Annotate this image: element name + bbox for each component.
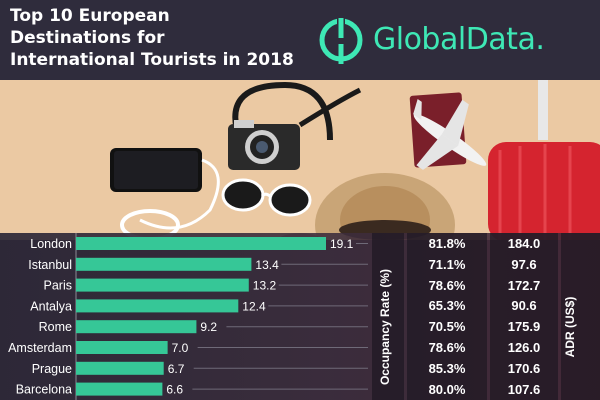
adr-cell: 175.9: [507, 319, 541, 335]
travel-items-photo: [0, 80, 600, 240]
category-label: Antalya: [30, 299, 72, 313]
adr-cell: 172.7: [507, 277, 541, 293]
bar: [76, 361, 164, 375]
category-label: London: [30, 237, 72, 251]
adr-cell: 90.6: [511, 298, 537, 314]
adr-column: [490, 233, 558, 400]
data-label: 6.6: [166, 383, 183, 397]
brand-name: GlobalData.: [373, 22, 545, 57]
data-label: 9.2: [200, 320, 217, 334]
adr-cell: 184.0: [507, 236, 541, 251]
category-label: Istanbul: [28, 258, 72, 272]
title-line-2: Destinations for: [10, 28, 165, 48]
globaldata-logo: GlobalData.: [313, 12, 593, 68]
adr-label-column: [561, 233, 600, 400]
adr-cell: 97.6: [511, 256, 537, 272]
bar: [76, 382, 163, 396]
adr-cell: 107.6: [507, 381, 541, 397]
adr-label: ADR (US$): [563, 296, 577, 358]
title-line-3: International Tourists in 2018: [10, 50, 294, 70]
data-label: 13.2: [253, 279, 277, 293]
occupancy-label-column: [372, 233, 404, 400]
data-label: 12.4: [242, 299, 266, 313]
bar: [76, 257, 252, 271]
category-label: Prague: [32, 362, 72, 376]
occupancy-cell: 78.6%: [428, 340, 466, 355]
category-label: Rome: [39, 320, 72, 334]
data-label: 7.0: [172, 341, 189, 355]
bar: [76, 341, 168, 354]
occupancy-cell: 71.1%: [428, 256, 466, 272]
title-line-1: Top 10 European: [10, 6, 170, 26]
bar-chart: London 19.1 Istanbul 13.4 Paris 13.2 Antalya 12…: [8, 233, 368, 400]
data-label: 13.4: [255, 258, 279, 272]
occupancy-cell: 70.5%: [428, 319, 466, 335]
occupancy-cell: 80.0%: [428, 381, 466, 397]
occupancy-cell: 85.3%: [428, 360, 466, 376]
airplane-icon: [413, 99, 487, 170]
adr-cell: 170.6: [507, 360, 541, 376]
sunglasses-icon: [221, 178, 265, 212]
bar: [76, 320, 197, 334]
occupancy-column: [407, 233, 487, 400]
adr-cell: 126.0: [507, 340, 541, 355]
category-label: Amsterdam: [8, 341, 72, 355]
data-label: 19.1: [330, 237, 354, 251]
globaldata-logo-icon: [319, 16, 363, 64]
occupancy-rate-label: Occupancy Rate (%): [378, 268, 392, 386]
data-label: 6.7: [168, 362, 185, 376]
occupancy-cell: 81.8%: [428, 236, 466, 251]
bar: [76, 278, 249, 292]
bar: [76, 237, 326, 250]
page-title: Top 10 European Destinations for Interna…: [10, 5, 310, 71]
occupancy-cell: 78.6%: [428, 277, 466, 293]
occupancy-cell: 65.3%: [428, 298, 466, 314]
header: Top 10 European Destinations for Interna…: [0, 0, 600, 80]
category-label: Barcelona: [16, 383, 72, 397]
travel-photo-illustration: [0, 80, 600, 240]
category-label: Paris: [44, 279, 72, 293]
bar: [76, 299, 239, 313]
